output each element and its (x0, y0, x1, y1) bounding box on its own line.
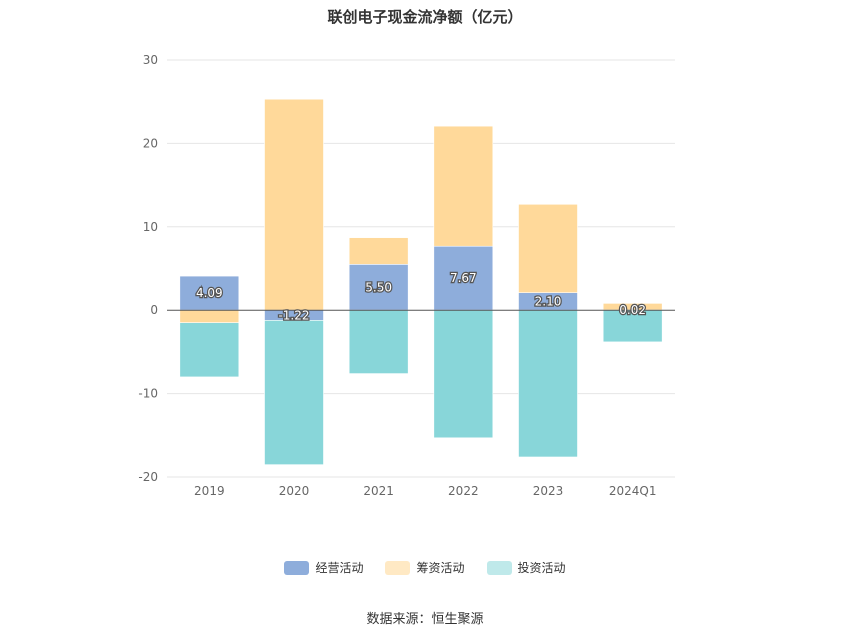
legend-swatch-financing (385, 560, 411, 575)
bar-investing-2024Q1[interactable] (602, 309, 663, 343)
data-label: 2.10 (535, 294, 562, 308)
bar-investing-2020[interactable] (264, 320, 324, 465)
bar-financing-2020[interactable] (264, 98, 324, 311)
x-tick-label: 2024Q1 (609, 484, 657, 498)
bar-operating-2022[interactable] (433, 245, 494, 311)
x-tick-label: 2021 (363, 484, 394, 498)
data-label: 5.50 (365, 280, 392, 294)
legend-swatch-operating (284, 560, 310, 575)
y-axis-ticks: 30 20 10 0 -10 -20 (138, 53, 158, 484)
bar-financing-2019[interactable] (179, 309, 240, 324)
bars (179, 98, 663, 465)
bar-operating-2019[interactable] (179, 275, 240, 311)
bar-investing-2021[interactable] (348, 309, 409, 374)
legend-item-financing[interactable]: 筹资活动 (385, 559, 465, 576)
x-axis-ticks: 2019 2020 2021 2022 2023 2024Q1 (194, 484, 656, 498)
y-tick-label: 30 (143, 53, 158, 67)
bar-chart: 30 20 10 0 -10 -20 2019 2020 2021 2022 2023 2024Q1… (138, 53, 675, 498)
legend: 经营活动 筹资活动 投资活动 (0, 559, 850, 576)
x-tick-label: 2023 (533, 484, 564, 498)
legend-label-operating: 经营活动 (315, 561, 364, 575)
chart-title: 联创电子现金流净额（亿元） (327, 8, 523, 26)
legend-item-investing[interactable]: 投资活动 (486, 559, 566, 576)
bar-financing-2021[interactable] (348, 237, 409, 265)
data-label: -1.22 (278, 308, 309, 322)
y-tick-label: -20 (138, 470, 158, 484)
bar-investing-2019[interactable] (179, 322, 240, 378)
bar-investing-2023[interactable] (518, 309, 578, 458)
legend-swatch-investing (486, 560, 512, 575)
y-tick-label: 20 (143, 136, 158, 150)
grid-lines (167, 59, 675, 478)
data-source: 数据来源：恒生聚源 (366, 612, 484, 627)
data-label: 4.09 (196, 286, 223, 300)
legend-item-operating[interactable]: 经营活动 (284, 559, 363, 576)
data-label: 7.67 (450, 271, 477, 285)
x-tick-label: 2022 (448, 484, 479, 498)
bar-operating-2021[interactable] (348, 264, 409, 311)
bar-investing-2022[interactable] (433, 309, 494, 439)
legend-label-financing: 筹资活动 (416, 561, 465, 575)
x-tick-label: 2020 (279, 484, 310, 498)
y-tick-label: -10 (138, 387, 158, 401)
y-tick-label: 0 (150, 303, 158, 317)
data-labels: 4.09 -1.22 5.50 7.67 2.10 0.02 (195, 270, 648, 324)
x-tick-label: 2019 (194, 484, 225, 498)
bar-financing-2022[interactable] (433, 125, 494, 247)
y-tick-label: 10 (143, 220, 158, 234)
legend-label-investing: 投资活动 (517, 561, 566, 575)
data-label: 0.02 (619, 303, 646, 317)
bar-financing-2023[interactable] (518, 203, 578, 293)
